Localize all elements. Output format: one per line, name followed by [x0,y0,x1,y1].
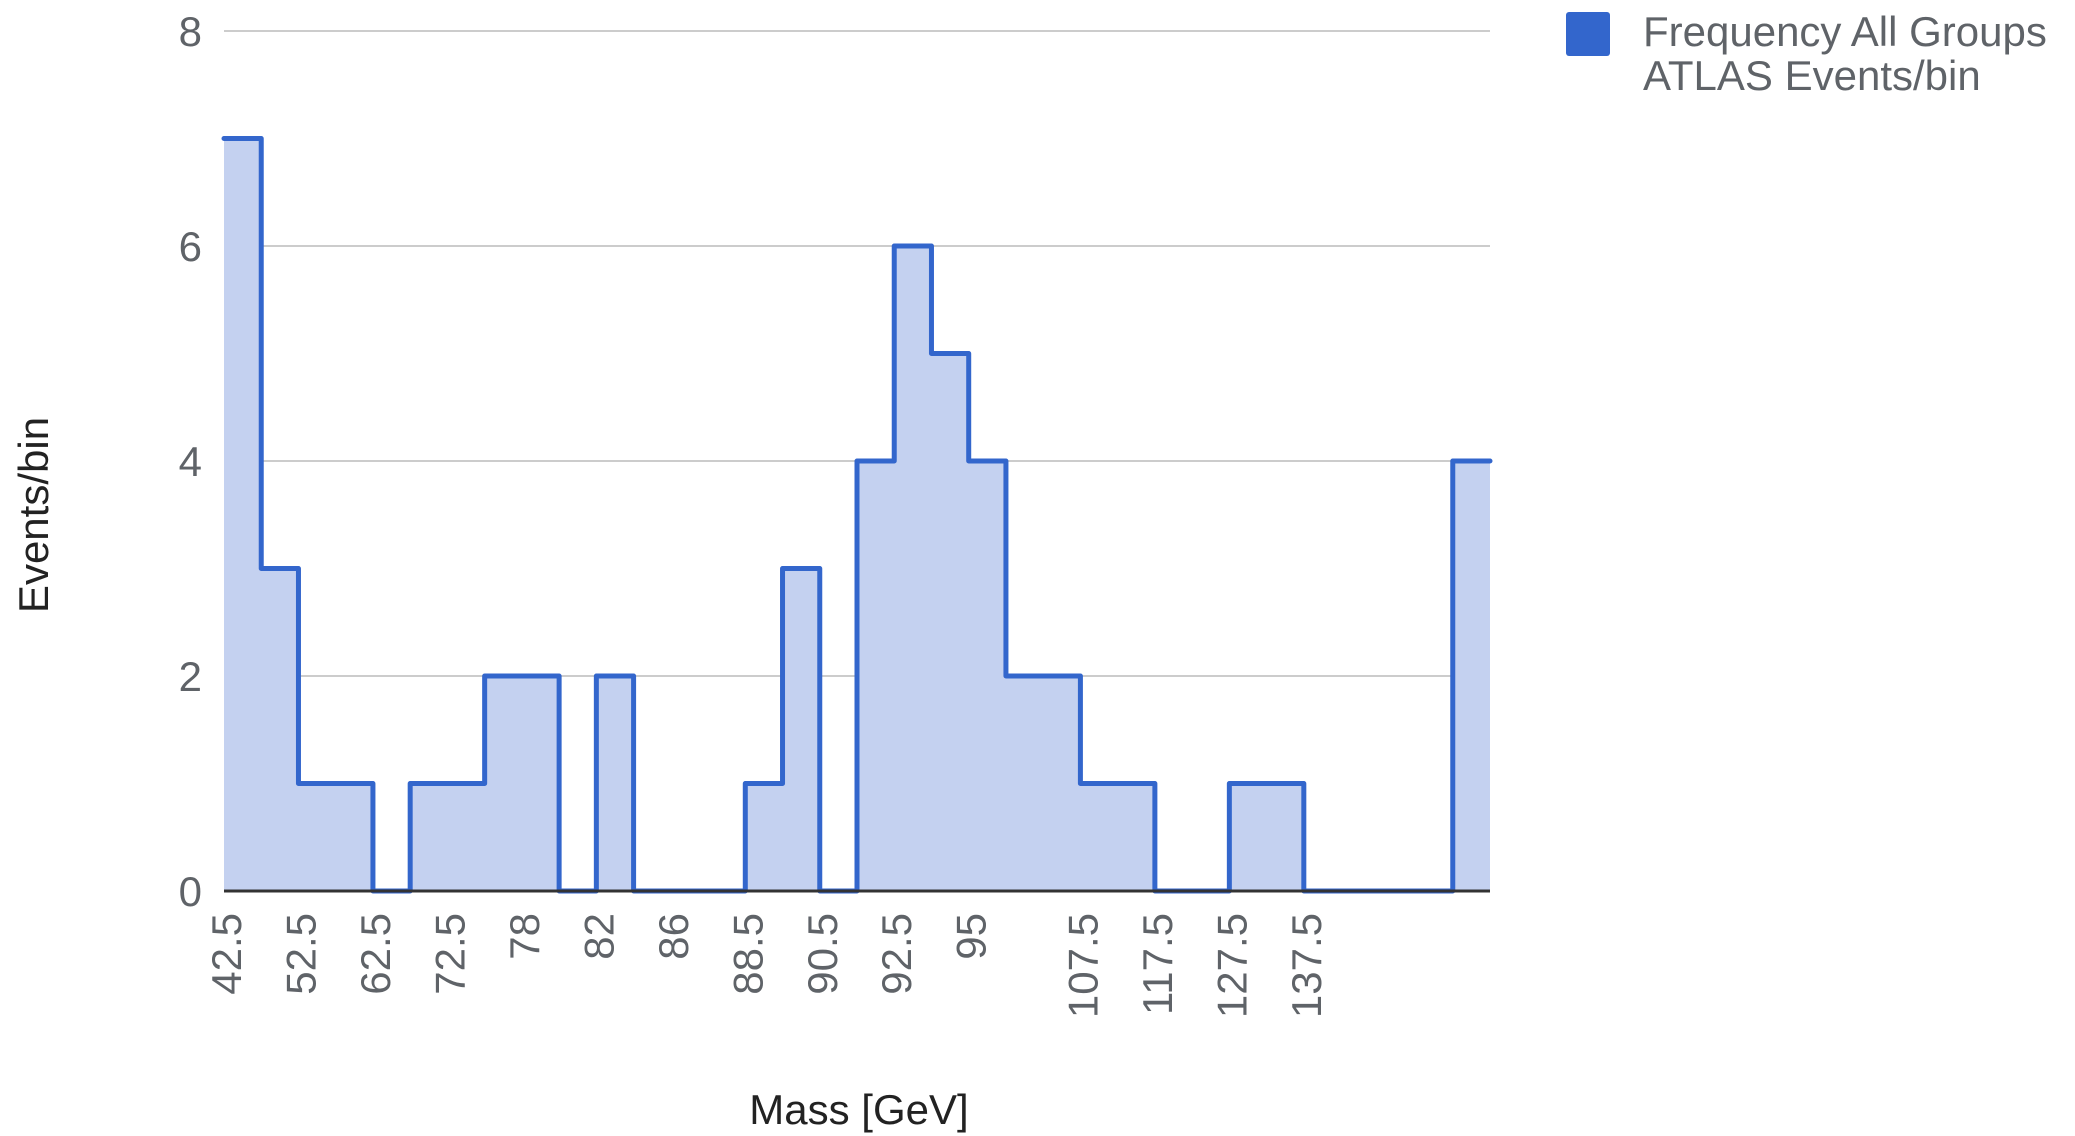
y-tick-label: 0 [179,868,202,915]
y-tick-label: 8 [179,8,202,55]
y-tick-labels: 0 2 4 6 8 [179,8,202,915]
x-tick-label: 62.5 [352,913,399,995]
x-tick-label: 137.5 [1283,913,1330,1018]
y-tick-label: 2 [179,653,202,700]
legend-label: Frequency All Groups ATLAS Events/bin [1643,8,2047,99]
legend-swatch [1566,12,1610,56]
x-tick-labels: 42.5 52.5 62.5 72.5 78 82 86 88.5 90.5 92.5 95 107.… [203,913,1330,1018]
x-tick-label: 86 [650,913,697,960]
x-tick-label: 107.5 [1059,913,1106,1018]
series-step-line [221,136,1493,894]
x-tick-label: 92.5 [873,913,920,995]
y-axis-title: Events/bin [10,417,57,613]
x-tick-label: 82 [575,913,622,960]
x-tick-label: 78 [501,913,548,960]
x-tick-label: 72.5 [426,913,473,995]
x-tick-label: 117.5 [1134,913,1181,1015]
legend[interactable]: Frequency All Groups ATLAS Events/bin [1566,8,2047,99]
x-tick-label: 52.5 [278,913,325,995]
x-axis-title: Mass [GeV] [749,1086,968,1133]
y-tick-label: 6 [179,223,202,270]
x-tick-label: 88.5 [724,913,771,995]
x-tick-label: 127.5 [1208,913,1255,1018]
y-tick-label: 4 [179,438,202,485]
x-tick-label: 42.5 [203,913,250,995]
x-tick-label: 95 [948,913,995,960]
x-tick-label: 90.5 [799,913,846,995]
